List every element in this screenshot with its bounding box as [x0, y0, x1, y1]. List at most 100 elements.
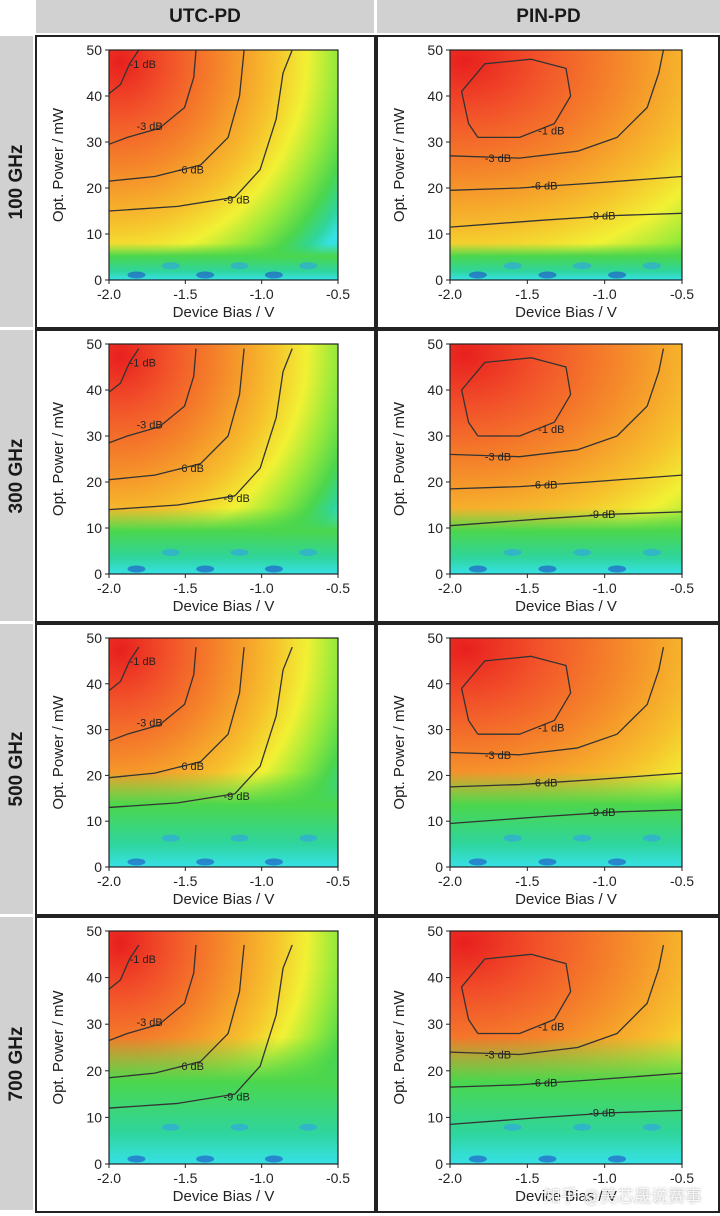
x-axis-label: Device Bias / V — [515, 1188, 617, 1205]
y-tick-label: 30 — [86, 722, 102, 738]
contour-label: -1 dB — [130, 59, 156, 71]
noise-spot — [468, 858, 487, 866]
noise-spot — [573, 834, 592, 842]
row-header-500ghz: 500 GHz — [0, 624, 33, 914]
contour-line — [108, 49, 245, 182]
x-tick-label: -0.5 — [670, 1170, 694, 1186]
y-tick-label: 50 — [427, 336, 443, 352]
contour-line — [108, 348, 245, 481]
row-header-label: 300 GHz — [5, 438, 27, 513]
contour-label: -6 dB — [531, 479, 557, 491]
y-tick-label: 0 — [435, 272, 443, 288]
y-tick-label: 20 — [427, 767, 443, 783]
noise-spot — [230, 834, 249, 842]
noise-spot — [264, 565, 283, 573]
x-tick-label: -0.5 — [326, 286, 350, 302]
noise-spot — [127, 565, 146, 573]
y-tick-label: 30 — [86, 134, 102, 150]
noise-spot — [127, 1155, 146, 1163]
contour-line — [449, 49, 665, 159]
plot-frame — [108, 637, 339, 868]
plot-frame — [449, 930, 683, 1165]
x-tick-label: -2.0 — [438, 873, 462, 889]
y-axis-label: Opt. Power / mW — [391, 990, 408, 1105]
y-tick-label: 10 — [86, 813, 102, 829]
y-tick-label: 0 — [435, 566, 443, 582]
chart-svg: -1 dB -3 dB -6 dB -9 dB 0 10 20 30 40 50 -2.0 -1.5 -… — [50, 336, 350, 615]
x-axis-label: Device Bias / V — [515, 891, 617, 908]
low-power-band — [109, 507, 338, 574]
y-tick-label: 20 — [427, 180, 443, 196]
noise-spot — [161, 262, 180, 270]
x-tick-label: -1.5 — [515, 1170, 539, 1186]
x-axis-label: Device Bias / V — [173, 598, 275, 615]
contour-label: -6 dB — [178, 761, 204, 773]
contour-label: -6 dB — [531, 1077, 557, 1089]
row-header-100ghz: 100 GHz — [0, 36, 33, 327]
noise-spot — [538, 565, 557, 573]
x-tick-label: -1.5 — [173, 286, 197, 302]
y-tick-label: 10 — [427, 813, 443, 829]
low-power-band — [450, 243, 682, 280]
x-tick-label: -1.0 — [250, 580, 274, 596]
contour-label: -9 dB — [589, 509, 615, 521]
noise-spot — [230, 262, 249, 270]
heatmap-utc-100ghz: -1 dB -3 dB -6 dB -9 dB 0 10 20 30 40 50 -2.0 -1.5 -… — [35, 35, 376, 329]
x-axis-label: Device Bias / V — [515, 304, 617, 321]
x-tick-label: -0.5 — [670, 873, 694, 889]
noise-spot — [161, 834, 180, 842]
noise-spot — [573, 262, 592, 270]
contour-line — [449, 772, 683, 788]
noise-spot — [230, 548, 249, 556]
x-axis-label: Device Bias / V — [173, 891, 275, 908]
y-tick-label: 10 — [427, 226, 443, 242]
y-axis-label: Opt. Power / mW — [391, 107, 408, 222]
y-tick-label: 0 — [94, 566, 102, 582]
contour-label: -1 dB — [538, 424, 564, 436]
noise-spot — [573, 1123, 592, 1131]
y-tick-label: 10 — [427, 520, 443, 536]
x-axis-label: Device Bias / V — [173, 304, 275, 321]
x-tick-label: -1.5 — [515, 580, 539, 596]
contour-line — [108, 944, 245, 1079]
x-tick-label: -0.5 — [326, 580, 350, 596]
contour-label: -3 dB — [485, 750, 511, 762]
chart-svg: -1 dB -3 dB -6 dB -9 dB 0 10 20 30 40 50 -2.0 -1.5 -… — [50, 923, 350, 1205]
contour-line — [460, 655, 572, 735]
noise-spot — [503, 548, 522, 556]
y-tick-label: 50 — [86, 923, 102, 939]
y-tick-label: 0 — [94, 859, 102, 875]
low-power-band — [450, 1037, 682, 1164]
noise-spot — [264, 271, 283, 279]
noise-spot — [503, 262, 522, 270]
plot-frame — [449, 343, 683, 575]
contour-line — [108, 944, 293, 1109]
noise-spot — [230, 1123, 249, 1131]
x-tick-label: -0.5 — [670, 580, 694, 596]
x-tick-label: -1.5 — [515, 873, 539, 889]
contour-line — [460, 357, 572, 437]
x-tick-label: -2.0 — [97, 1170, 121, 1186]
y-axis-label: Opt. Power / mW — [50, 990, 67, 1105]
heatmap-pin-300ghz: -1 dB -3 dB -6 dB -9 dB 0 10 20 30 40 50 -2.0 -1.5 -… — [376, 329, 720, 623]
y-tick-label: 20 — [427, 474, 443, 490]
noise-spot — [642, 834, 661, 842]
x-tick-label: -1.0 — [593, 873, 617, 889]
low-power-band — [109, 1037, 338, 1164]
plot-frame — [108, 930, 339, 1165]
y-tick-label: 20 — [427, 1063, 443, 1079]
noise-spot — [642, 1123, 661, 1131]
noise-spot — [468, 271, 487, 279]
heatmap-pin-700ghz: -1 dB -3 dB -6 dB -9 dB 0 10 20 30 40 50 -2.0 -1.5 -… — [376, 916, 720, 1213]
noise-spot — [196, 1155, 215, 1163]
noise-spot — [642, 548, 661, 556]
contour-label: -6 dB — [178, 463, 204, 475]
contour-line — [449, 175, 683, 191]
y-tick-label: 40 — [427, 382, 443, 398]
contour-line — [449, 1109, 683, 1126]
x-tick-label: -2.0 — [97, 580, 121, 596]
contour-line — [108, 348, 197, 444]
noise-spot — [573, 548, 592, 556]
low-power-band — [109, 771, 338, 867]
contour-label: -3 dB — [485, 153, 511, 165]
